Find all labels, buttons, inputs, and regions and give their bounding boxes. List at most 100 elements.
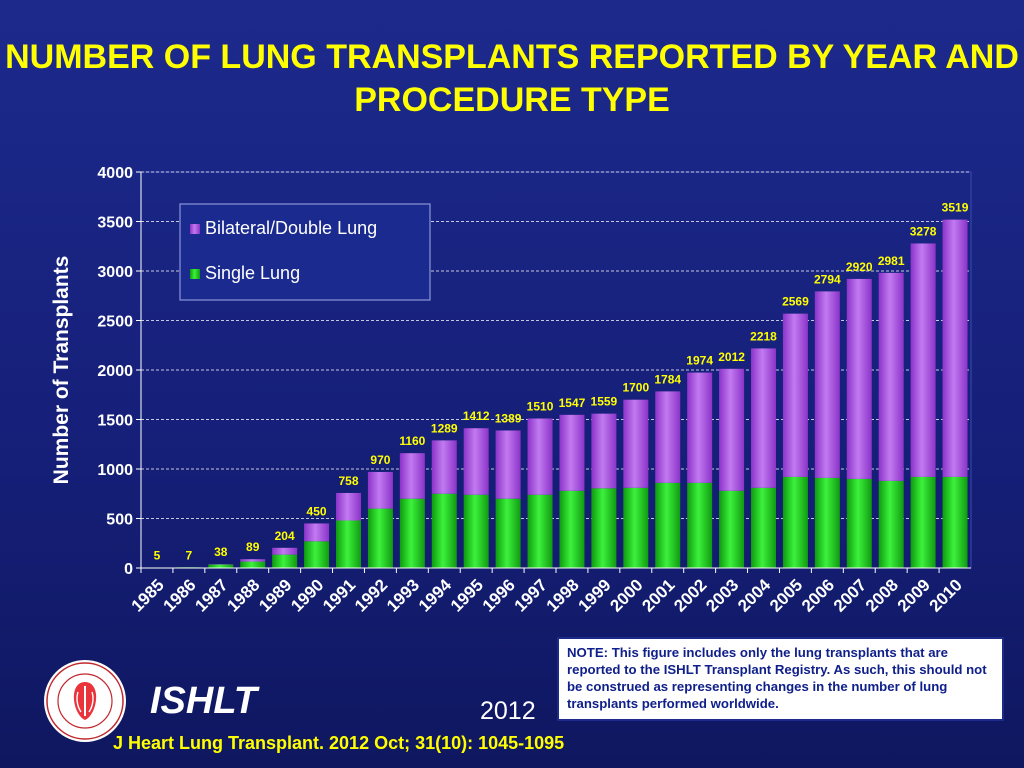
data-label-2006: 2794 [814, 272, 841, 286]
x-tick-label-2004: 2004 [734, 575, 775, 616]
x-tick-label-2008: 2008 [862, 575, 902, 615]
data-label-2008: 2981 [878, 254, 905, 268]
legend: Bilateral/Double Lung Single Lung [179, 203, 431, 301]
x-tick-label-1993: 1993 [383, 575, 423, 615]
data-label-1989: 204 [275, 529, 295, 543]
bar-bilateral-2007 [846, 278, 872, 479]
bar-single-1997 [527, 494, 553, 568]
lung-transplants-chart: 5 7 38 89 204 450 758 970 1160 1289 1412 1389 1510 15… [50, 165, 972, 616]
legend-swatch-bilateral [190, 224, 200, 234]
x-axis-ticks: 1985198619871988198919901991199219931994… [128, 568, 966, 616]
data-label-2002: 1974 [686, 354, 713, 368]
bar-single-1990 [304, 541, 330, 568]
data-label-1987: 38 [214, 545, 228, 559]
bar-single-1988 [240, 561, 266, 568]
x-tick-label-2003: 2003 [702, 575, 742, 615]
bar-bilateral-1989 [272, 547, 298, 555]
data-label-1992: 970 [370, 453, 390, 467]
bar-bilateral-2003 [719, 368, 745, 491]
bar-single-2003 [719, 490, 745, 568]
x-tick-label-1995: 1995 [447, 575, 487, 615]
x-tick-label-1999: 1999 [575, 575, 615, 615]
bar-single-1992 [367, 508, 393, 568]
x-tick-label-1989: 1989 [255, 575, 295, 615]
data-label-1990: 450 [307, 504, 327, 518]
page-title: NUMBER OF LUNG TRANSPLANTS REPORTED BY Y… [5, 38, 1019, 119]
x-tick-label-1990: 1990 [287, 575, 327, 615]
x-tick-label-1992: 1992 [351, 575, 391, 615]
bar-bilateral-1996 [495, 430, 521, 499]
x-tick-label-1997: 1997 [511, 575, 551, 615]
bar-single-1998 [559, 490, 585, 568]
bar-bilateral-1991 [336, 492, 361, 521]
x-tick-label-2005: 2005 [766, 575, 806, 615]
x-tick-label-1998: 1998 [543, 575, 583, 615]
data-labels: 5 7 38 89 204 450 758 970 1160 1289 1412 1389 1510 15… [154, 201, 969, 563]
bar-single-2007 [846, 478, 872, 568]
y-tick-label: 2000 [97, 363, 133, 380]
data-label-2003: 2012 [718, 350, 745, 364]
bar-single-2010 [942, 476, 968, 568]
y-tick-label: 1000 [97, 462, 133, 479]
y-tick-label: 2500 [97, 314, 133, 331]
x-tick-label-1985: 1985 [128, 575, 168, 615]
data-label-2005: 2569 [782, 295, 809, 309]
bar-single-2009 [910, 476, 936, 568]
y-tick-label: 3500 [97, 215, 133, 232]
data-label-1986: 7 [186, 548, 193, 562]
bar-single-2006 [814, 477, 840, 568]
data-label-1988: 89 [246, 540, 260, 554]
brand-name: ISHLT [150, 680, 257, 722]
bar-single-1996 [495, 498, 521, 568]
bar-single-1989 [272, 554, 298, 568]
bar-bilateral-2004 [751, 348, 776, 488]
bar-bilateral-2008 [878, 272, 904, 481]
data-label-2010: 3519 [942, 201, 969, 215]
x-tick-label-2000: 2000 [606, 575, 646, 615]
bar-bilateral-1993 [399, 453, 425, 499]
data-label-1994: 1289 [431, 421, 458, 435]
ishlt-logo [44, 660, 126, 742]
bar-bilateral-2000 [623, 399, 649, 488]
x-tick-label-1987: 1987 [191, 575, 231, 615]
y-tick-label: 4000 [97, 165, 133, 182]
data-label-2000: 1700 [622, 381, 649, 395]
bar-bilateral-2009 [910, 243, 936, 477]
y-tick-label: 0 [124, 561, 133, 578]
x-tick-label-1986: 1986 [160, 575, 200, 615]
bar-bilateral-2006 [814, 291, 840, 478]
report-year: 2012 [480, 697, 536, 725]
y-axis-label: Number of Transplants [50, 256, 73, 485]
bar-bilateral-2002 [687, 372, 713, 483]
legend-box [179, 203, 431, 301]
data-label-1996: 1389 [495, 411, 522, 425]
bar-bilateral-1988 [240, 559, 266, 562]
citation: J Heart Lung Transplant. 2012 Oct; 31(10… [113, 733, 565, 753]
x-tick-label-2009: 2009 [894, 575, 934, 615]
y-tick-label: 1500 [97, 413, 133, 430]
data-label-1995: 1412 [463, 409, 490, 423]
note-box: NOTE: This figure includes only the lung… [557, 637, 1004, 721]
x-tick-label-1994: 1994 [415, 575, 456, 616]
x-tick-label-2002: 2002 [670, 575, 710, 615]
bar-bilateral-2001 [655, 391, 681, 483]
x-tick-label-1996: 1996 [479, 575, 519, 615]
data-label-1999: 1559 [591, 395, 618, 409]
bar-bilateral-2005 [782, 313, 808, 477]
x-tick-label-1988: 1988 [223, 575, 263, 615]
x-tick-label-1991: 1991 [319, 575, 359, 615]
data-label-2001: 1784 [654, 372, 681, 386]
bar-single-1995 [463, 494, 489, 568]
bar-bilateral-1998 [559, 414, 585, 491]
data-label-2007: 2920 [846, 260, 873, 274]
data-label-1993: 1160 [399, 434, 425, 448]
y-axis-ticks: 0 500 1000 1500 2000 2500 3000 3500 4000 [97, 165, 141, 578]
bar-single-2002 [687, 482, 713, 568]
x-tick-label-2006: 2006 [798, 575, 838, 615]
bar-single-2004 [751, 487, 776, 568]
bar-single-2005 [782, 476, 808, 568]
legend-swatch-single [190, 269, 200, 279]
x-tick-label-2001: 2001 [638, 575, 678, 615]
legend-label-single: Single Lung [205, 263, 300, 283]
y-tick-label: 500 [106, 512, 133, 529]
